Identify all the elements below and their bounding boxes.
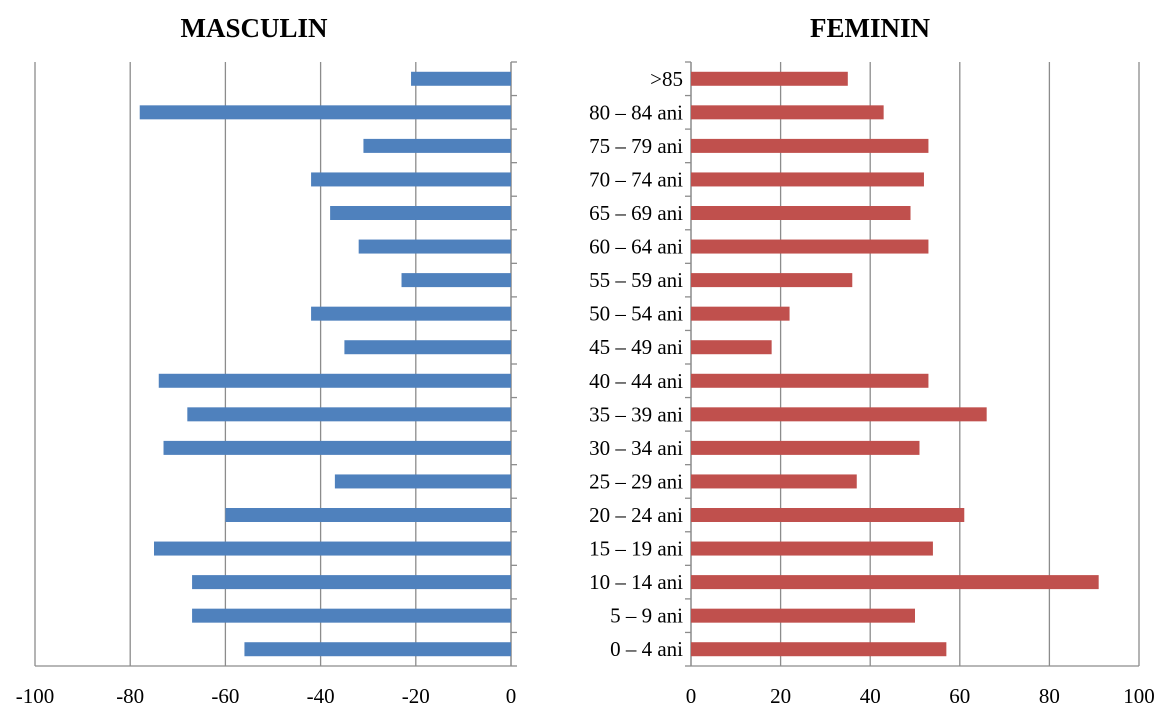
right-chart-title: FEMININ xyxy=(810,13,930,43)
female-bar xyxy=(691,642,947,657)
female-bar xyxy=(691,407,987,422)
male-x-tick-label: -60 xyxy=(211,684,239,708)
male-bar xyxy=(334,474,511,489)
female-bar xyxy=(691,541,933,556)
male-bar xyxy=(192,575,511,590)
age-group-label: 20 – 24 ani xyxy=(589,503,683,527)
male-bar xyxy=(244,642,511,657)
age-group-label: >85 xyxy=(650,67,683,91)
left-chart-title: MASCULIN xyxy=(180,13,328,43)
age-group-label: 10 – 14 ani xyxy=(589,570,683,594)
female-bar xyxy=(691,172,924,187)
male-bar xyxy=(311,172,511,187)
male-bar xyxy=(187,407,511,422)
male-bar xyxy=(139,105,511,120)
male-bar xyxy=(344,340,511,355)
female-bar xyxy=(691,239,929,254)
age-group-label: 80 – 84 ani xyxy=(589,100,683,124)
age-group-label: 45 – 49 ani xyxy=(589,335,683,359)
age-group-label: 50 – 54 ani xyxy=(589,302,683,326)
age-group-label: 25 – 29 ani xyxy=(589,469,683,493)
male-x-tick-label: -100 xyxy=(16,684,55,708)
male-bar xyxy=(158,373,511,388)
female-bar xyxy=(691,105,884,120)
male-bar xyxy=(154,541,511,556)
male-bar xyxy=(363,138,511,153)
male-bar xyxy=(411,71,511,86)
male-bar xyxy=(358,239,511,254)
female-x-tick-label: 100 xyxy=(1123,684,1155,708)
male-bar xyxy=(311,306,511,321)
female-bar xyxy=(691,273,853,288)
female-bar xyxy=(691,440,920,455)
male-bar xyxy=(401,273,511,288)
age-group-label: 75 – 79 ani xyxy=(589,134,683,158)
age-group-label: 40 – 44 ani xyxy=(589,369,683,393)
age-group-label: 35 – 39 ani xyxy=(589,402,683,426)
age-group-label: 5 – 9 ani xyxy=(610,604,683,628)
age-group-label: 60 – 64 ani xyxy=(589,235,683,259)
male-bar-panel: -100 -80 -60 -40 -20 0 xyxy=(16,61,517,708)
male-x-tick-label: -20 xyxy=(402,684,430,708)
male-x-tick-label: -80 xyxy=(116,684,144,708)
male-bar xyxy=(330,206,511,220)
female-bar xyxy=(691,306,790,321)
age-group-label: 70 – 74 ani xyxy=(589,167,683,191)
male-x-tick-label: 0 xyxy=(506,684,517,708)
female-bar xyxy=(691,340,772,355)
female-bar xyxy=(691,138,929,153)
female-x-tick-label: 0 xyxy=(686,684,697,708)
female-x-tick-label: 40 xyxy=(860,684,881,708)
age-group-label: 55 – 59 ani xyxy=(589,268,683,292)
female-bar xyxy=(691,474,857,489)
age-group-label: 0 – 4 ani xyxy=(610,637,683,661)
female-bar xyxy=(691,575,1099,590)
age-group-label: 30 – 34 ani xyxy=(589,436,683,460)
female-bar xyxy=(691,71,848,86)
male-x-tick-label: -40 xyxy=(307,684,335,708)
female-bar xyxy=(691,206,911,220)
female-bar xyxy=(691,508,965,522)
female-x-tick-label: 60 xyxy=(949,684,970,708)
female-x-tick-label: 20 xyxy=(770,684,791,708)
male-bar xyxy=(225,508,511,522)
female-bar xyxy=(691,373,929,388)
female-x-tick-label: 80 xyxy=(1039,684,1060,708)
age-group-label: 65 – 69 ani xyxy=(589,201,683,225)
age-group-label: 15 – 19 ani xyxy=(589,537,683,561)
female-bar xyxy=(691,608,915,623)
male-bar xyxy=(163,440,511,455)
male-bar xyxy=(192,608,511,623)
female-bar-panel: 0 20 40 60 80 100 >85 80 – 84 ani 75 – 79 ani 70 … xyxy=(589,61,1155,708)
